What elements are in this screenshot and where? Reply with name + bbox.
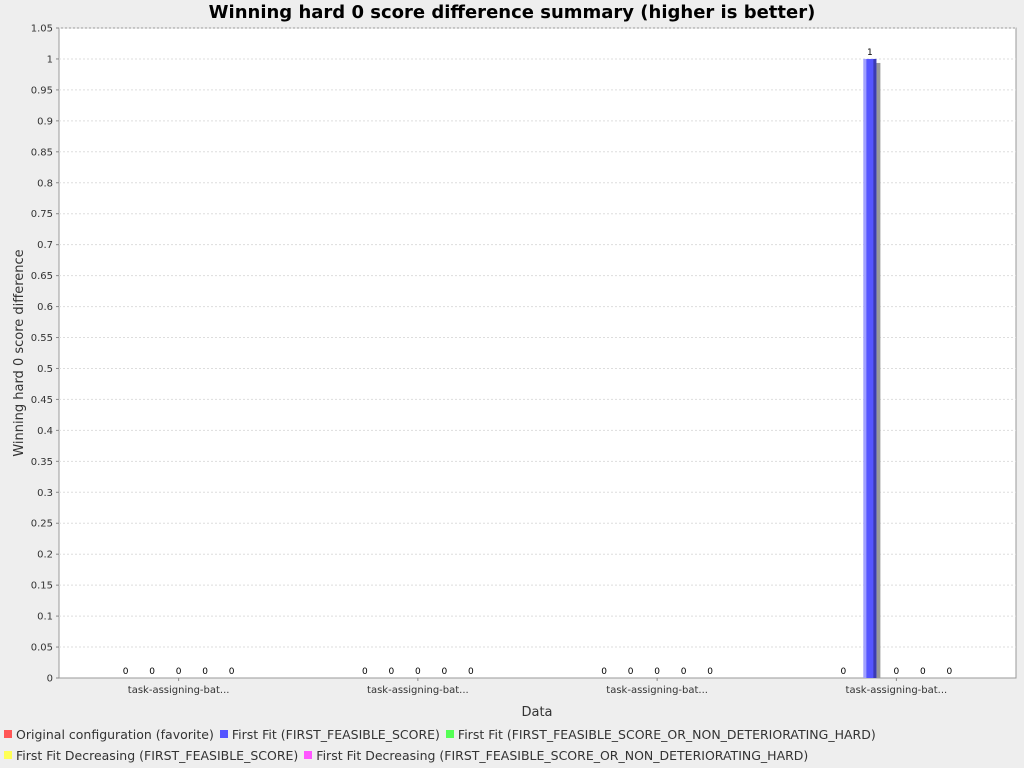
bar-value-label: 0 <box>654 667 660 677</box>
bar-value-label: 0 <box>202 667 208 677</box>
y-tick-label: 0.55 <box>31 333 53 344</box>
y-tick-label: 0.2 <box>37 550 53 561</box>
legend-item: First Fit Decreasing (FIRST_FEASIBLE_SCO… <box>304 748 808 763</box>
y-tick-label: 0.6 <box>37 302 53 313</box>
y-tick-label: 1.05 <box>31 24 53 35</box>
legend-swatch <box>304 751 313 759</box>
legend-label: First Fit Decreasing (FIRST_FEASIBLE_SCO… <box>16 747 299 763</box>
x-tick-label: task-assigning-bat... <box>128 685 230 696</box>
bar-value-label: 0 <box>389 667 395 677</box>
legend: Original configuration (favorite) First F… <box>0 724 1024 768</box>
legend-swatch <box>4 751 12 759</box>
y-tick-label: 0.5 <box>37 364 53 375</box>
y-tick-label: 0.45 <box>31 395 53 406</box>
legend-label: First Fit (FIRST_FEASIBLE_SCORE_OR_NON_D… <box>457 726 876 742</box>
bar-value-label: 0 <box>628 667 634 677</box>
bar-value-label: 0 <box>601 667 607 677</box>
legend-item: First Fit Decreasing (FIRST_FEASIBLE_SCO… <box>4 748 298 763</box>
bar-value-label: 1 <box>867 48 873 58</box>
bar-value-label: 0 <box>681 667 687 677</box>
y-tick-label: 0.3 <box>37 488 53 499</box>
x-tick-label: task-assigning-bat... <box>846 685 948 696</box>
x-tick-label: task-assigning-bat... <box>606 685 708 696</box>
chart-title: Winning hard 0 score difference summary … <box>209 2 816 23</box>
y-tick-label: 0.9 <box>37 116 53 127</box>
y-axis-ticks: 0 0.05 0.1 0.15 0.2 0.25 0.3 0.35 0.4 0.45 0.5 0.55… <box>31 24 59 685</box>
legend-item: First Fit (FIRST_FEASIBLE_SCORE) <box>219 726 440 742</box>
y-tick-label: 0.15 <box>31 581 53 592</box>
bar-value-label: 0 <box>894 667 900 677</box>
y-tick-label: 0.65 <box>31 271 53 282</box>
legend-item: First Fit (FIRST_FEASIBLE_SCORE_OR_NON_D… <box>445 726 876 742</box>
bar-value-label: 0 <box>920 667 926 677</box>
y-tick-label: 0.35 <box>31 457 53 468</box>
legend-row: Original configuration (favorite) First F… <box>4 724 882 744</box>
plot-area <box>58 27 1017 679</box>
bar <box>863 58 877 678</box>
y-tick-label: 0.95 <box>31 85 53 96</box>
bar-value-label: 0 <box>841 667 847 677</box>
y-axis-label: Winning hard 0 score difference <box>12 249 27 456</box>
bar-value-label: 0 <box>707 667 713 677</box>
x-axis-ticks: task-assigning-bat... task-assigning-bat.… <box>128 678 947 696</box>
x-axis-label: Data <box>521 705 552 720</box>
grid-lines <box>59 27 1016 648</box>
legend-label: First Fit Decreasing (FIRST_FEASIBLE_SCO… <box>316 747 809 763</box>
bar-value-label: 0 <box>468 667 474 677</box>
y-tick-label: 0.7 <box>37 240 53 251</box>
legend-label: Original configuration (favorite) <box>16 726 214 742</box>
bar-value-label: 0 <box>123 667 129 677</box>
y-tick-label: 0.1 <box>37 612 53 623</box>
legend-swatch <box>219 730 228 738</box>
x-tick-label: task-assigning-bat... <box>367 685 469 696</box>
y-tick-label: 0.75 <box>31 209 53 220</box>
y-tick-label: 0.4 <box>37 426 53 437</box>
bar-value-label: 0 <box>149 667 155 677</box>
legend-swatch <box>4 730 12 738</box>
y-tick-label: 0.85 <box>31 147 53 158</box>
y-tick-label: 1 <box>47 54 53 65</box>
y-tick-label: 0.25 <box>31 519 53 530</box>
legend-item: Original configuration (favorite) <box>4 727 214 742</box>
chart: Winning hard 0 score difference summary … <box>12 2 1017 720</box>
bar-value-label: 0 <box>176 667 182 677</box>
y-tick-label: 0.05 <box>31 643 53 654</box>
bar-highlight <box>863 58 867 678</box>
data-labels: 0 0 0 0 0 0 0 0 0 0 0 0 0 0 0 0 1 0 0 0 <box>123 48 953 677</box>
bar-value-label: 0 <box>362 667 368 677</box>
bars <box>863 58 881 678</box>
legend-swatch <box>445 730 454 738</box>
legend-row: First Fit Decreasing (FIRST_FEASIBLE_SCO… <box>4 745 814 765</box>
bar-edge <box>873 58 877 678</box>
legend-label: First Fit (FIRST_FEASIBLE_SCORE) <box>231 726 440 742</box>
y-tick-label: 0 <box>47 674 53 685</box>
bar-value-label: 0 <box>229 667 235 677</box>
y-tick-label: 0.8 <box>37 178 53 189</box>
bar-value-label: 0 <box>947 667 953 677</box>
bar-value-label: 0 <box>442 667 448 677</box>
bar-value-label: 0 <box>415 667 421 677</box>
